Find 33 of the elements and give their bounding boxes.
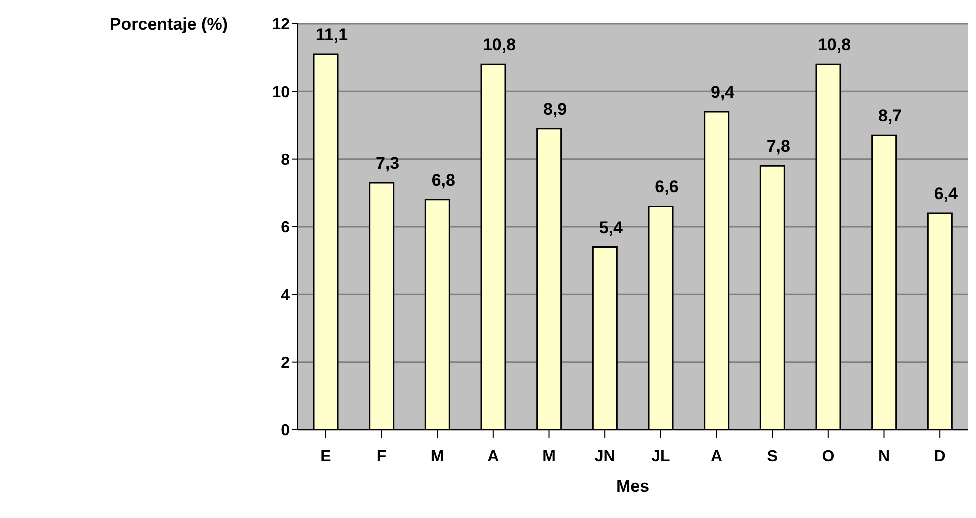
data-label: 6,8 [432, 170, 456, 190]
data-label: 10,8 [482, 36, 516, 55]
x-tick-label: A [710, 448, 723, 466]
x-axis-title: Mes [616, 477, 650, 496]
y-tick-label: 4 [281, 287, 290, 304]
data-label: 9,4 [711, 82, 736, 102]
y-tick-label: 2 [281, 355, 290, 372]
y-axis-title: Porcentaje (%) [110, 15, 228, 34]
y-tick-label: 6 [281, 220, 290, 237]
data-label: 7,8 [766, 137, 790, 156]
x-tick-label: JN [594, 448, 616, 466]
data-label: 10,8 [818, 36, 852, 55]
data-label: 8,7 [878, 106, 902, 126]
y-tick-label: 0 [281, 422, 290, 440]
data-label: 11,1 [316, 25, 348, 44]
x-tick-label: N [878, 448, 890, 466]
data-label: 6,6 [655, 178, 679, 197]
x-tick-label: D [934, 448, 946, 466]
x-tick-label: S [767, 448, 778, 466]
y-tick-label: 12 [272, 16, 290, 34]
x-tick-label: M [542, 448, 556, 466]
x-tick-label: F [376, 448, 387, 466]
x-tick-label: O [822, 448, 835, 466]
x-tick-label: M [430, 448, 444, 466]
data-label: 7,3 [376, 154, 400, 174]
x-tick-label: A [488, 448, 500, 466]
data-label: 5,4 [599, 218, 624, 238]
data-label: 8,9 [544, 100, 568, 119]
y-tick-label: 10 [272, 84, 290, 102]
x-tick-label: E [320, 448, 332, 466]
x-tick-label: JL [652, 448, 670, 466]
data-label: 6,4 [934, 184, 959, 204]
y-tick-label: 8 [281, 152, 290, 170]
